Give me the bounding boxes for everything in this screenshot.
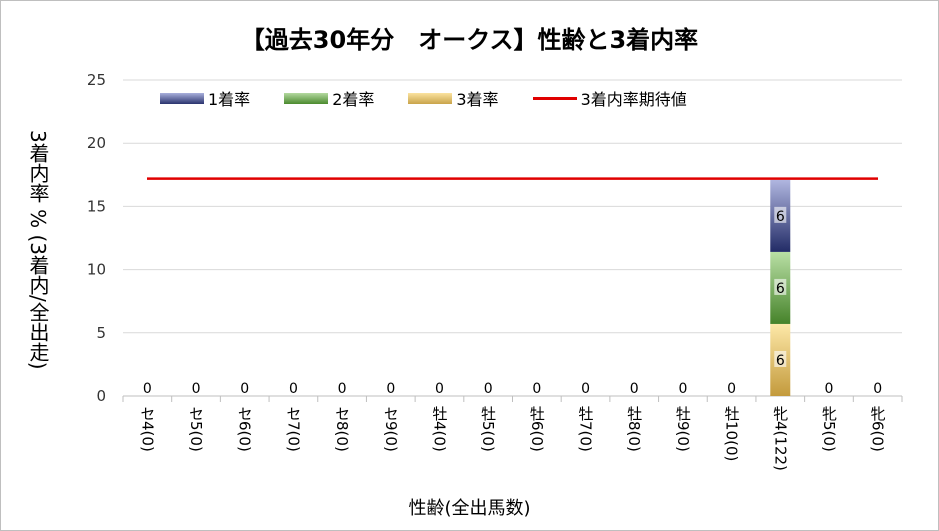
- segment-label-bg: [774, 278, 787, 295]
- y-tick-label: 5: [96, 324, 106, 342]
- x-tick-label: 牡7(0): [577, 406, 595, 452]
- data-label-bg: [286, 381, 301, 395]
- data-label-bg: [627, 381, 642, 395]
- y-tick-label: 15: [87, 197, 106, 215]
- legend-item-2nd: 2着率: [284, 86, 374, 110]
- x-tick-label: セ8(0): [333, 406, 351, 452]
- y-tick-label: 25: [87, 71, 106, 89]
- data-label: 0: [435, 381, 444, 397]
- data-label-bg: [335, 381, 350, 395]
- segment-label: 6: [776, 281, 785, 297]
- y-axis-label: 3着内率 % (3着内/全出走): [26, 130, 50, 370]
- data-label: 0: [630, 381, 639, 397]
- legend-item-1st: 1着率: [160, 86, 250, 110]
- data-label: 0: [825, 381, 834, 397]
- data-label-bg: [237, 381, 252, 395]
- y-tick-label: 0: [96, 387, 106, 405]
- data-label-bg: [481, 381, 496, 395]
- data-label-bg: [140, 381, 155, 395]
- legend-label-2nd: 2着率: [332, 90, 375, 109]
- x-tick-label: 牡9(0): [674, 406, 692, 452]
- legend-swatch-2nd: [284, 92, 329, 104]
- x-tick-label: セ6(0): [236, 406, 254, 452]
- data-label-bg: [724, 381, 739, 395]
- x-tick-label: 牝5(0): [820, 406, 838, 452]
- data-label-bg: [675, 381, 690, 395]
- x-tick-label: セ4(0): [138, 406, 156, 452]
- x-tick-label: セ7(0): [284, 406, 302, 452]
- data-label: 0: [727, 381, 736, 397]
- legend-item-3rd: 3着率: [408, 86, 499, 110]
- x-tick-label: 牝4(122): [771, 406, 789, 471]
- legend-label-1st: 1着率: [208, 90, 251, 109]
- y-tick-label: 20: [87, 134, 106, 152]
- data-label: 0: [678, 381, 687, 397]
- data-label: 0: [338, 381, 347, 397]
- x-tick-label: 牡6(0): [528, 406, 546, 452]
- x-tick-label: 牡10(0): [723, 406, 741, 461]
- x-tick-label: セ9(0): [382, 406, 400, 452]
- segment-label: 6: [776, 209, 785, 225]
- segment-label: 6: [776, 353, 785, 369]
- x-tick-label: 牡8(0): [625, 406, 643, 452]
- data-label: 0: [386, 381, 395, 397]
- segment-label-bg: [774, 206, 787, 223]
- legend-label-expected: 3着内率期待値: [580, 90, 687, 109]
- x-tick-label: 牡5(0): [479, 406, 497, 452]
- legend-label-3rd: 3着率: [456, 90, 499, 109]
- data-label: 0: [289, 381, 298, 397]
- x-tick-label: セ5(0): [187, 406, 205, 452]
- data-label-bg: [383, 381, 398, 395]
- data-label: 0: [873, 381, 882, 397]
- data-label-bg: [432, 381, 447, 395]
- data-label: 0: [240, 381, 249, 397]
- x-axis-label: 性齢(全出馬数): [408, 498, 531, 519]
- data-label-bg: [578, 381, 593, 395]
- legend-swatch-expected: [532, 96, 577, 100]
- data-label: 0: [143, 381, 152, 397]
- data-label-bg: [529, 381, 544, 395]
- x-tick-label: 牡4(0): [430, 406, 448, 452]
- chart-legend: 1着率 2着率 3着率 3着内率期待値: [160, 86, 721, 110]
- y-tick-label: 10: [87, 261, 106, 279]
- data-label-bg: [870, 381, 885, 395]
- legend-swatch-1st: [160, 92, 204, 104]
- legend-item-expected: 3着内率期待値: [532, 86, 687, 110]
- data-label: 0: [581, 381, 590, 397]
- data-label: 0: [532, 381, 541, 397]
- x-tick-label: 牝6(0): [869, 406, 887, 452]
- data-label: 0: [484, 381, 493, 397]
- data-label-bg: [189, 381, 204, 395]
- segment-label-bg: [774, 350, 787, 367]
- data-label-bg: [821, 381, 836, 395]
- legend-swatch-3rd: [408, 92, 453, 104]
- data-label: 0: [192, 381, 201, 397]
- chart-title: 【過去30年分 オークス】性齢と3着内率: [240, 26, 699, 54]
